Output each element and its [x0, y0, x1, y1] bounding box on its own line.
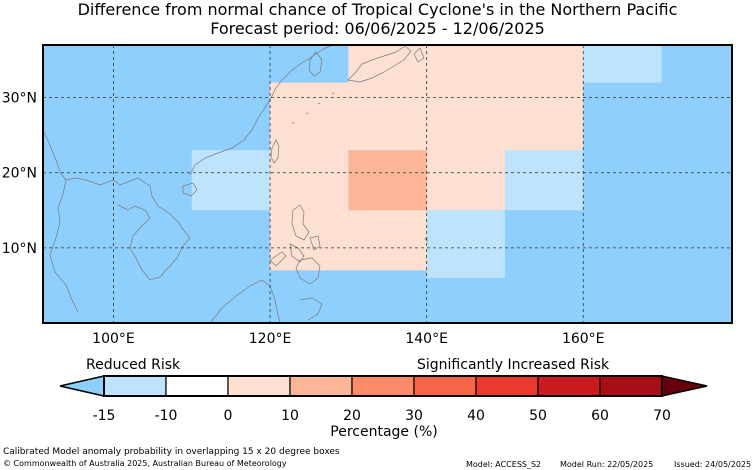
- model-run-date: Model Run: 22/05/2025: [560, 460, 654, 469]
- colorbar-tick-label: 20: [343, 408, 361, 424]
- increased-risk-caption: Significantly Increased Risk: [417, 357, 610, 373]
- colorbar-segment: [475, 375, 539, 397]
- colorbar-under-arrow: [59, 375, 105, 397]
- hainan-coastline: [182, 182, 198, 197]
- lon-tick-label: 100°E: [92, 331, 135, 347]
- anomaly-cells: [43, 45, 732, 323]
- colorbar-tick-label: -10: [155, 408, 178, 424]
- colorbar-tick-label: 10: [281, 408, 299, 424]
- lat-tick-label: 10°N: [2, 241, 37, 257]
- anomaly-cell: [583, 45, 662, 83]
- ryukyu-islands: [291, 92, 335, 125]
- philippines-coastline: [269, 204, 321, 285]
- colorbar-tick-label: 50: [529, 408, 547, 424]
- anomaly-cell: [270, 150, 349, 211]
- colorbar-segment: [165, 375, 229, 397]
- map-frame: [42, 44, 733, 324]
- footer-description: Calibrated Model anomaly probability in …: [3, 447, 340, 457]
- colorbar-segment: [227, 375, 291, 397]
- anomaly-cell: [191, 150, 271, 211]
- colorbar-label: Percentage (%): [330, 424, 437, 440]
- lat-tick-label: 20°N: [2, 166, 37, 182]
- footer-copyright: © Commonwealth of Australia 2025, Austra…: [3, 459, 287, 468]
- colorbar-tick-label: 60: [591, 408, 609, 424]
- colorbar-segment: [537, 375, 601, 397]
- reduced-risk-caption: Reduced Risk: [86, 357, 181, 373]
- anomaly-cell: [426, 45, 505, 211]
- colorbar-segment: [599, 375, 663, 397]
- lon-tick-label: 160°E: [562, 331, 605, 347]
- issued-date: Issued: 24/05/2025: [674, 460, 752, 469]
- colorbar-tick-label: 0: [224, 408, 233, 424]
- colorbar-tick-label: 30: [405, 408, 423, 424]
- colorbar-segment: [413, 375, 477, 397]
- colorbar-frame: [103, 375, 663, 397]
- model-name: Model: ACCESS_S2: [466, 460, 542, 469]
- japan-coastline: [347, 45, 425, 83]
- lon-tick-label: 120°E: [249, 331, 292, 347]
- colorbar-tick-label: 40: [467, 408, 485, 424]
- anomaly-cell: [348, 82, 427, 151]
- korea-coastline: [308, 51, 323, 77]
- lon-tick-label: 140°E: [405, 331, 448, 347]
- colorbar-segment: [351, 375, 415, 397]
- anomaly-cell: [426, 210, 505, 278]
- axis-tick-labels: 100°E 120°E 140°E 160°E 10°N 20°N 30°N: [2, 91, 605, 347]
- colorbar-segment: [103, 375, 167, 397]
- colorbar-segment: [289, 375, 353, 397]
- asia-coastline: [42, 45, 331, 313]
- graticule: [43, 45, 732, 323]
- colorbar-tick-label: 70: [653, 408, 671, 424]
- anomaly-cell: [348, 210, 427, 271]
- taiwan-coastline: [270, 139, 280, 164]
- coastlines: [42, 45, 428, 324]
- anomaly-cell: [348, 150, 427, 211]
- forecast-period: Forecast period: 06/06/2025 - 12/06/2025: [210, 19, 545, 38]
- colorbar-over-arrow: [661, 375, 708, 397]
- anomaly-cell: [348, 45, 427, 83]
- colorbar-tick-label: -15: [93, 408, 116, 424]
- anomaly-cell: [504, 150, 584, 211]
- borneo-coastline: [209, 279, 281, 324]
- sulawesi-coastline: [299, 297, 323, 321]
- map-title: Difference from normal chance of Tropica…: [77, 0, 678, 19]
- lat-tick-label: 30°N: [2, 91, 37, 107]
